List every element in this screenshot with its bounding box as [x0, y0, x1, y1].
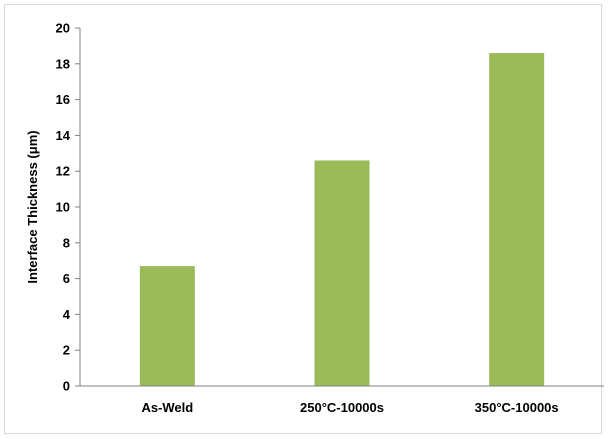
y-tick-label: 16	[56, 92, 70, 107]
y-tick-label: 4	[63, 307, 71, 322]
bar-as-weld	[139, 266, 195, 386]
x-category-label: 250°C-10000s	[300, 400, 384, 415]
x-category-label: 350°C-10000s	[475, 400, 559, 415]
x-category-label: As-Weld	[141, 400, 193, 415]
y-axis-title: Interface Thickness (μm)	[25, 130, 40, 283]
y-tick-label: 12	[56, 164, 70, 179]
y-tick-label: 0	[63, 379, 70, 394]
y-tick-label: 10	[56, 200, 70, 215]
bar-350-c-10000s	[489, 53, 545, 387]
bar-250-c-10000s	[314, 160, 370, 386]
y-tick-label: 18	[56, 56, 70, 71]
y-tick-label: 2	[63, 343, 70, 358]
y-tick-label: 20	[56, 21, 70, 36]
x-axis-category-labels: As-Weld 250°C-10000s 350°C-10000s	[141, 400, 558, 415]
y-tick-label: 14	[56, 128, 71, 143]
y-tick-label: 6	[63, 271, 70, 286]
y-axis-ticks: 0 2 4 6 8 10 12 14 16 18 20	[56, 21, 80, 394]
y-tick-label: 8	[63, 235, 70, 250]
bars	[139, 53, 545, 387]
